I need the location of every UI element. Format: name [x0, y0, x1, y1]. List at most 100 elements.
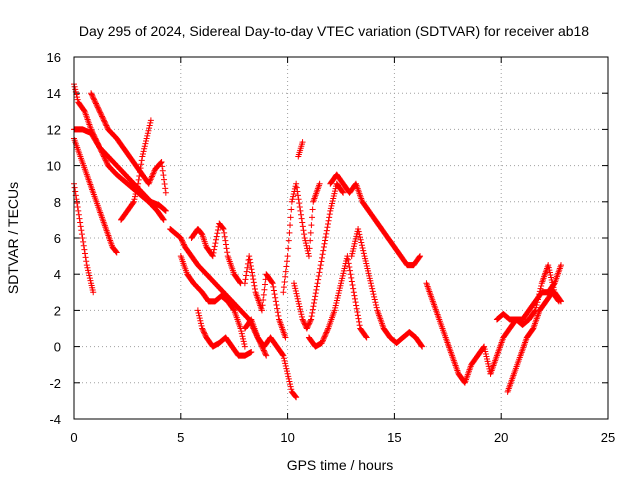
- data-point: [177, 235, 184, 241]
- data-point: [286, 378, 293, 385]
- data-point: [71, 83, 78, 90]
- data-point: [92, 99, 99, 106]
- data-point: [538, 282, 545, 289]
- data-point: [157, 159, 164, 166]
- x-axis-tick-labels: 0 5 10 15 20 25: [70, 430, 615, 445]
- data-point: [285, 373, 292, 380]
- data-point: [219, 225, 226, 232]
- data-point: [260, 291, 267, 298]
- y-tick-label: 16: [47, 50, 61, 65]
- data-point: [213, 236, 220, 243]
- data-point: [287, 214, 294, 221]
- data-series: [280, 180, 323, 296]
- data-point: [324, 221, 331, 228]
- data-point: [90, 289, 97, 296]
- data-point: [87, 277, 94, 284]
- data-point: [210, 249, 217, 256]
- data-point: [86, 275, 93, 282]
- data-point: [94, 139, 101, 146]
- data-point: [147, 176, 154, 183]
- data-point: [77, 223, 84, 230]
- data-point: [141, 143, 148, 150]
- data-point: [142, 140, 149, 147]
- data-point: [131, 196, 138, 203]
- data-point: [96, 108, 103, 115]
- data-point: [295, 300, 302, 307]
- data-series: [241, 316, 300, 401]
- data-series: [295, 139, 306, 160]
- data-point: [285, 375, 292, 382]
- data-point: [283, 365, 290, 372]
- data-point: [311, 296, 318, 303]
- data-point: [370, 291, 377, 298]
- data-point: [162, 189, 169, 196]
- data-point: [534, 299, 541, 306]
- data-point: [291, 280, 298, 287]
- data-point: [241, 280, 248, 287]
- data-point: [81, 107, 88, 114]
- data-point: [220, 225, 227, 232]
- data-point: [74, 203, 81, 210]
- data-point: [287, 222, 294, 229]
- data-point: [78, 231, 85, 238]
- data-point: [355, 315, 362, 322]
- data-point: [103, 160, 110, 167]
- data-point: [249, 269, 256, 276]
- data-point: [300, 319, 307, 326]
- data-point: [147, 177, 154, 184]
- data-point: [89, 128, 96, 135]
- data-point: [318, 339, 325, 346]
- data-point: [286, 229, 293, 236]
- data-point: [221, 229, 228, 236]
- data-point: [135, 176, 142, 183]
- data-point: [72, 188, 79, 195]
- data-point: [161, 180, 168, 187]
- data-point: [293, 394, 300, 401]
- data-point: [321, 333, 328, 340]
- data-point: [137, 165, 144, 172]
- data-point: [296, 303, 303, 310]
- data-point: [222, 237, 229, 244]
- data-point: [315, 273, 322, 280]
- data-point: [281, 278, 288, 285]
- data-point: [281, 357, 288, 364]
- data-point: [133, 185, 140, 192]
- y-axis-tick-labels: -4 -2 0 2 4 6 8 10 12 14 16: [47, 50, 61, 427]
- data-point: [159, 163, 166, 170]
- data-point: [99, 114, 106, 121]
- data-point: [290, 193, 297, 200]
- data-point: [295, 196, 302, 203]
- data-point: [280, 352, 287, 359]
- data-point: [102, 157, 109, 164]
- data-point: [132, 193, 139, 200]
- data-point: [299, 139, 306, 146]
- data-point: [263, 352, 270, 359]
- data-point: [533, 304, 540, 311]
- data-series: [305, 253, 370, 350]
- data-point: [301, 235, 308, 241]
- data-point: [283, 368, 290, 375]
- data-point: [200, 329, 207, 336]
- data-point: [536, 288, 543, 295]
- data-point: [270, 287, 277, 294]
- data-point: [249, 272, 256, 279]
- data-point: [321, 240, 328, 247]
- data-point: [100, 117, 107, 124]
- data-point: [300, 227, 307, 234]
- data-point: [74, 96, 81, 103]
- data-point: [326, 211, 333, 218]
- data-point: [80, 238, 87, 245]
- data-point: [282, 268, 289, 275]
- data-point: [103, 158, 110, 165]
- data-point: [417, 253, 424, 260]
- data-point: [139, 153, 146, 160]
- data-point: [89, 94, 96, 101]
- data-point: [352, 299, 359, 306]
- data-point: [273, 301, 280, 308]
- data-point: [320, 244, 327, 251]
- data-point: [314, 280, 321, 287]
- data-point: [356, 322, 363, 329]
- data-point: [150, 170, 157, 177]
- data-point: [297, 207, 304, 214]
- data-point: [260, 297, 267, 304]
